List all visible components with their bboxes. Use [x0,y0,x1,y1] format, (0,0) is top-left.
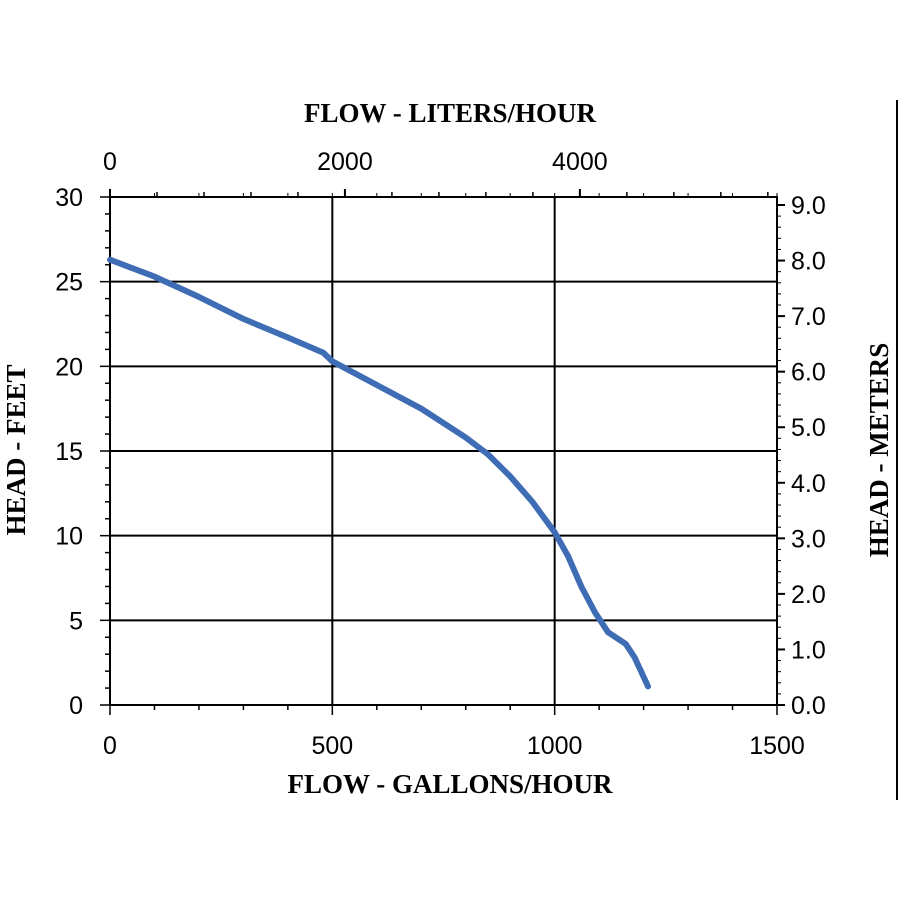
x-tick-label: 1000 [527,732,583,760]
x-tick-label: 0 [103,732,117,760]
y2-tick-label: 2.0 [791,581,826,609]
x2-tick-label: 0 [103,148,117,176]
y-tick-label: 10 [55,523,83,551]
head-flow-curve [107,256,651,690]
x2-tick-label: 4000 [552,148,608,176]
y2-tick-label: 7.0 [791,303,826,331]
y-tick-label: 20 [55,353,83,381]
x-tick-label: 500 [311,732,353,760]
x2-tick-label: 2000 [317,148,373,176]
y-tick-label: 5 [69,607,83,635]
y2-tick-label: 3.0 [791,525,826,553]
y-tick-label: 0 [69,692,83,720]
y2-tick-label: 1.0 [791,636,826,664]
gridlines [110,197,777,705]
x-tick-label: 1500 [749,732,805,760]
y2-tick-label: 6.0 [791,359,826,387]
x-axis-title: FLOW - GALLONS/HOUR [287,769,613,799]
y-tick-label: 30 [55,184,83,212]
x2-axis-title: FLOW - LITERS/HOUR [304,98,597,128]
y2-tick-label: 8.0 [791,248,826,276]
y2-tick-label: 5.0 [791,414,826,442]
y-tick-label: 15 [55,438,83,466]
y-axis-title: HEAD - FEET [1,364,31,535]
y2-tick-label: 9.0 [791,192,826,220]
y2-tick-label: 4.0 [791,470,826,498]
y-tick-label: 25 [55,269,83,297]
tick-labels: 0 500 1000 1500 0 5 10 15 20 25 30 0 2000 4000 0.0 1.0 2… [55,148,826,760]
y2-axis-title: HEAD - METERS [864,343,894,558]
plot-area-frame [109,196,778,706]
y2-tick-label: 0.0 [791,692,826,720]
